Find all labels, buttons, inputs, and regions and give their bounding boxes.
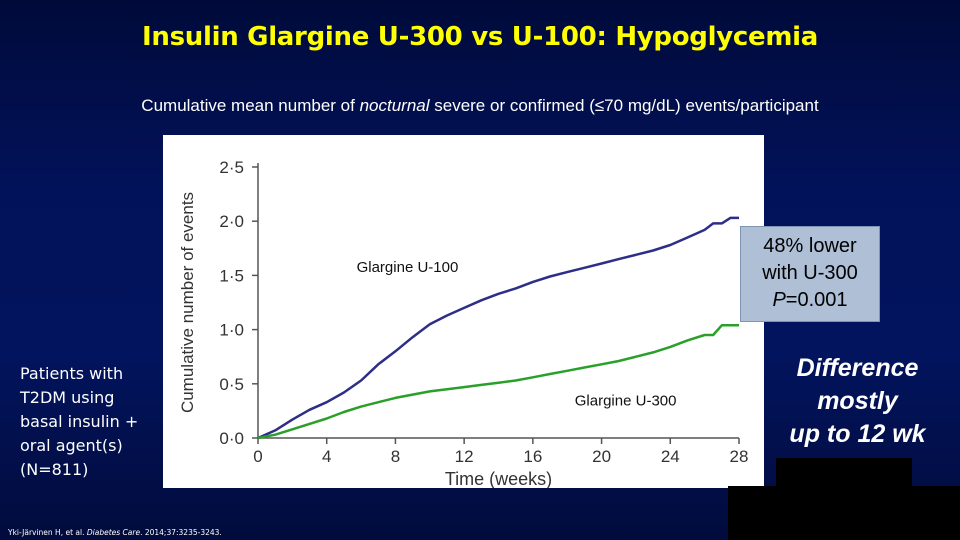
x-tick-label: 20	[592, 447, 611, 466]
patients-description: Patients with T2DM using basal insulin +…	[20, 364, 139, 479]
y-axis-label: Cumulative number of events	[178, 192, 197, 413]
y-tick-label: 1·5	[219, 266, 244, 285]
x-tick-label: 0	[253, 447, 262, 466]
cumulative-events-chart: 0·0 0·5 1·0 1·5 2·0 2·5 0 4 8 12 16 20 24 28 Time (wee…	[178, 158, 749, 488]
callout-line-1: 48% lower	[763, 235, 857, 257]
p-value: =0.001	[785, 289, 848, 311]
result-callout-box: 48% lower with U-300 P=0.001	[740, 226, 880, 322]
series-line-u100	[257, 216, 739, 440]
series-line-u300	[257, 324, 739, 440]
difference-line-2: mostly	[817, 387, 898, 415]
x-tick-label: 28	[730, 447, 749, 466]
series-label-u100: Glargine U-100	[357, 259, 459, 276]
x-tick-label: 8	[391, 447, 400, 466]
x-tick-label: 4	[322, 447, 331, 466]
citation-authors: Yki-Järvinen H, et al.	[8, 528, 87, 537]
y-tick-label: 0·0	[219, 429, 244, 448]
y-tick-label: 2·5	[219, 158, 244, 177]
y-tick-label: 2·0	[219, 212, 244, 231]
difference-line-1: Difference	[796, 354, 919, 382]
difference-line-3: up to 12 wk	[789, 420, 926, 448]
chart-panel: 0·0 0·5 1·0 1·5 2·0 2·5 0 4 8 12 16 20 24 28 Time (wee…	[163, 135, 764, 488]
difference-note: Difference mostly up to 12 wk	[770, 352, 945, 451]
black-box-upper	[776, 458, 912, 488]
subtitle-italic-word: nocturnal	[359, 96, 430, 115]
chart-subtitle: Cumulative mean number of nocturnal seve…	[0, 96, 960, 116]
citation-journal: Diabetes Care	[86, 528, 141, 537]
callout-p-value: P=0.001	[741, 287, 879, 314]
subtitle-part-1: Cumulative mean number of	[141, 96, 360, 115]
x-tick-label: 24	[661, 447, 680, 466]
series-label-u300: Glargine U-300	[575, 392, 677, 409]
x-tick-label: 12	[455, 447, 474, 466]
callout-line-2: with U-300	[762, 262, 858, 284]
subtitle-part-2: severe or confirmed (≤70 mg/dL) events/p…	[429, 96, 819, 115]
citation: Yki-Järvinen H, et al. Diabetes Care. 20…	[8, 528, 222, 537]
x-axis-label: Time (weeks)	[445, 469, 552, 488]
y-tick-label: 0·5	[219, 375, 244, 394]
p-label: P	[772, 289, 786, 311]
citation-details: . 2014;37:3235-3243.	[140, 528, 222, 537]
x-tick-label: 16	[523, 447, 542, 466]
black-box-lower	[728, 486, 960, 540]
slide-title: Insulin Glargine U-300 vs U-100: Hypogly…	[142, 22, 818, 52]
y-tick-label: 1·0	[219, 321, 244, 340]
